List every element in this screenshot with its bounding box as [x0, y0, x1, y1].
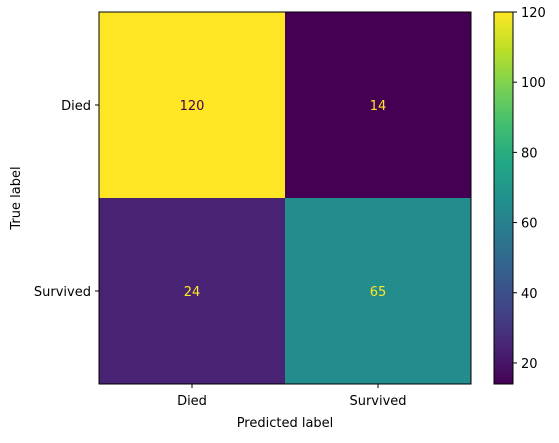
- colorbar-frame: [493, 11, 514, 385]
- colorbar-tick-label: 80: [521, 146, 538, 161]
- x-axis-label: Predicted label: [237, 416, 334, 431]
- matrix-cell: [99, 12, 285, 198]
- colorbar-tick-label: 120: [521, 6, 546, 21]
- colorbar-tick-label: 40: [521, 287, 538, 302]
- x-tick-label: Survived: [349, 394, 406, 409]
- cell-value-label: 14: [370, 99, 387, 114]
- matrix-cell: [99, 198, 285, 384]
- matrix-cell: [285, 198, 471, 384]
- y-axis-label: True label: [9, 166, 24, 230]
- y-tick-label: Died: [61, 99, 91, 114]
- plot-frame: [98, 11, 472, 385]
- colorbar-tick-label: 60: [521, 217, 538, 232]
- colorbar-tick-label: 100: [521, 76, 546, 91]
- colorbar-tick-label: 20: [521, 357, 538, 372]
- x-tick-label: Died: [177, 394, 207, 409]
- matrix-cell: [285, 12, 471, 198]
- cell-value-label: 24: [184, 285, 201, 300]
- cell-value-label: 120: [180, 99, 205, 114]
- cell-value-label: 65: [370, 285, 387, 300]
- y-tick-label: Survived: [34, 285, 91, 300]
- colorbar-gradient: [494, 12, 513, 384]
